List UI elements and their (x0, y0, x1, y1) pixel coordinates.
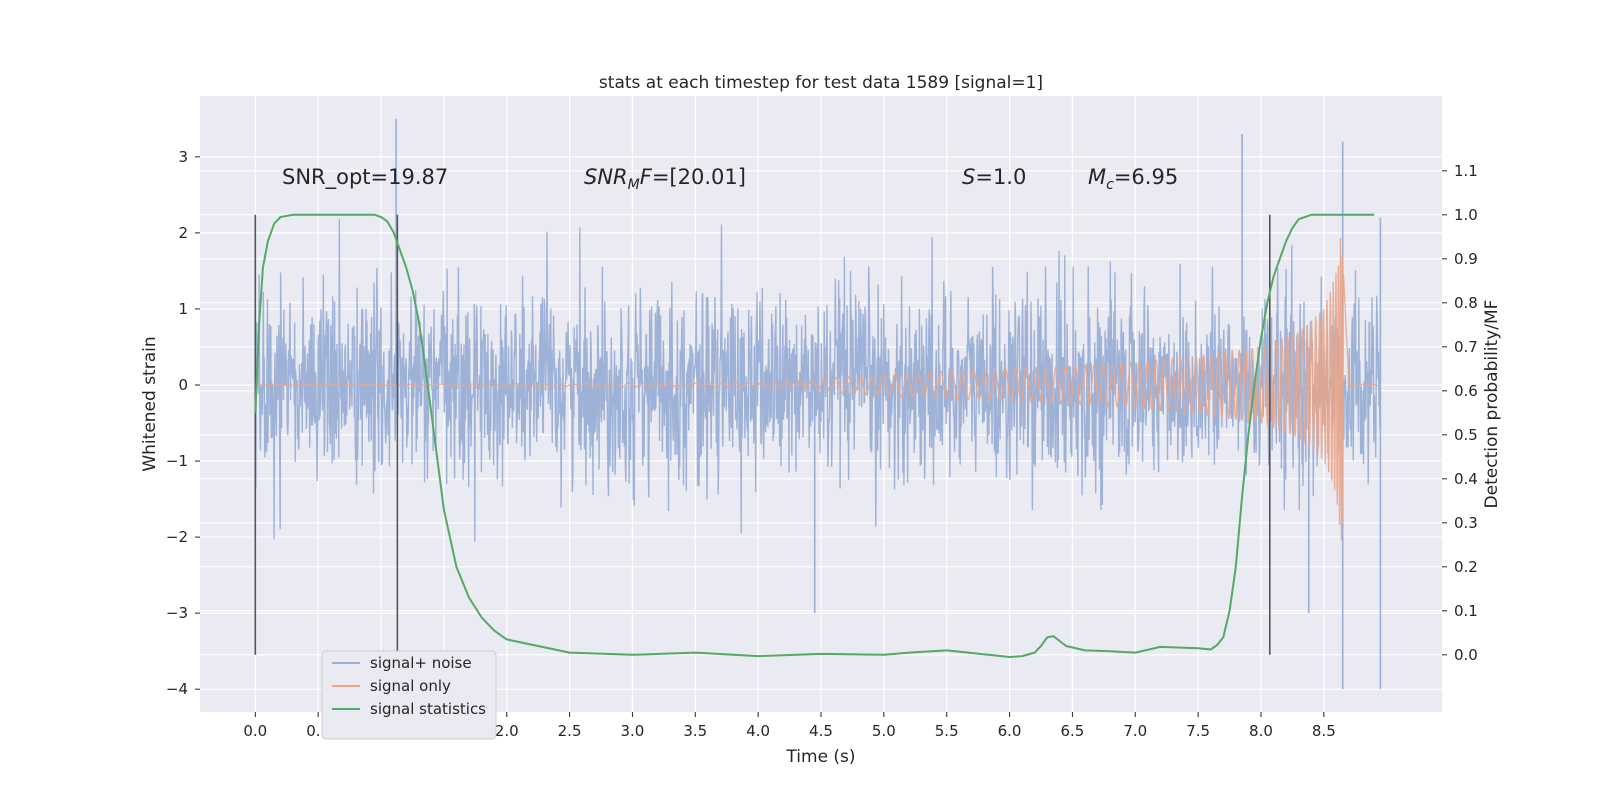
y-axis-label: Whitened strain (140, 336, 160, 471)
y2-tick-label: 0.8 (1454, 294, 1478, 312)
y2-axis-label: Detection probability/MF (1482, 300, 1502, 509)
y2-tick-label: 0.4 (1454, 470, 1478, 488)
annotation-mc: Mc=6.95 (1088, 165, 1178, 193)
y2-tick-labels: 1.1 1.0 0.9 0.8 0.7 0.6 0.5 0.4 0.3 0.2 0.1 0.0 (1442, 162, 1478, 664)
x-tick-label: 6.5 (1060, 722, 1084, 740)
mc-value: =6.95 (1114, 165, 1178, 189)
y-gridlines (200, 156, 1442, 690)
y-tick-label: −3 (166, 604, 188, 622)
x-tick-label: 2.5 (558, 722, 582, 740)
y-tick-label: −2 (166, 528, 188, 546)
mc-name: M (1088, 165, 1106, 189)
y-tick-label: 2 (178, 224, 188, 242)
y-tick-label: −4 (166, 680, 188, 698)
y-tick-label: 1 (178, 300, 188, 318)
y2-tick-label: 1.0 (1454, 206, 1478, 224)
y2-tick-label: 1.1 (1454, 162, 1478, 180)
y2-tick-label: 0.7 (1454, 338, 1478, 356)
s-name: S (962, 165, 975, 189)
chart-title: stats at each timestep for test data 158… (599, 73, 1043, 93)
x-tick-label: 6.0 (998, 722, 1022, 740)
x-axis-label: Time (s) (785, 747, 855, 767)
y2-tick-label: 0.3 (1454, 514, 1478, 532)
y-tick-labels: 3 2 1 0 −1 −2 −3 −4 (166, 148, 200, 698)
y2-tick-label: 0.0 (1454, 646, 1478, 664)
x-tick-label: 0.0 (243, 722, 267, 740)
y2-tick-label: 0.6 (1454, 382, 1478, 400)
y-tick-label: −1 (166, 452, 188, 470)
x-tick-label: 7.5 (1186, 722, 1210, 740)
x-tick-label: 8.5 (1312, 722, 1336, 740)
x-tick-label: 8.0 (1249, 722, 1273, 740)
x-tick-label: 4.5 (809, 722, 833, 740)
y2-tick-label: 0.9 (1454, 250, 1478, 268)
x-tick-label: 5.5 (935, 722, 959, 740)
snr-mf-subscript: M (628, 177, 640, 193)
signal-only-series (255, 238, 1381, 541)
annotation-s: S=1.0 (962, 165, 1026, 189)
signal-plus-noise-line (254, 219, 1382, 542)
legend: signal+ noise signal only signal statist… (321, 650, 497, 740)
signal-statistics-series (254, 213, 1375, 658)
x-tick-label: 3.5 (683, 722, 707, 740)
legend-label-signal-noise: signal+ noise (370, 654, 472, 672)
signal-statistics-line (254, 213, 1375, 658)
snr-mf-name: SNR (584, 165, 628, 189)
mc-subscript: c (1106, 177, 1114, 193)
legend-label-signal-only: signal only (370, 677, 451, 695)
s-value: =1.0 (975, 165, 1026, 189)
legend-label-signal-statistics: signal statistics (370, 700, 486, 718)
y2-tick-label: 0.1 (1454, 602, 1478, 620)
snr-mf-value: =[20.01] (652, 165, 746, 189)
annotation-snr-opt: SNR_opt=19.87 (282, 165, 448, 190)
x-tick-label: 5.0 (872, 722, 896, 740)
y-tick-label: 3 (178, 148, 188, 166)
signal-only-line (255, 238, 1381, 541)
annotation-snr-mf: SNRMF=[20.01] (584, 165, 746, 193)
y-tick-label: 0 (178, 376, 188, 394)
x-tick-label: 4.0 (746, 722, 770, 740)
x-tick-label: 7.0 (1123, 722, 1147, 740)
y2-tick-label: 0.2 (1454, 558, 1478, 576)
y2-tick-label: 0.5 (1454, 426, 1478, 444)
x-tick-label: 3.0 (621, 722, 645, 740)
legend-box (321, 650, 497, 740)
snr-mf-suffix-f: F (640, 165, 653, 189)
x-tick-label: 2.0 (495, 722, 519, 740)
